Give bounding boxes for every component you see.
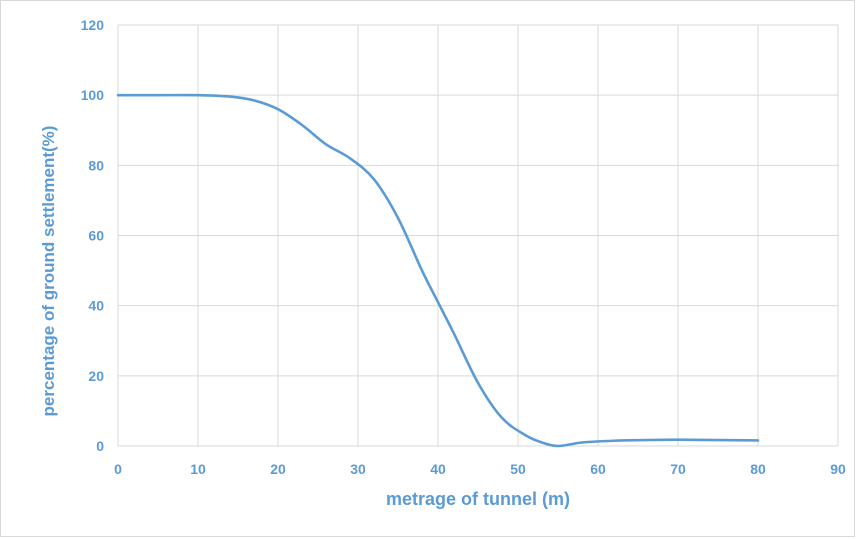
y-tick-label: 60 bbox=[88, 228, 104, 244]
y-tick-label: 80 bbox=[88, 157, 104, 173]
x-tick-label: 10 bbox=[190, 461, 206, 477]
x-tick-label: 80 bbox=[750, 461, 766, 477]
series-layer bbox=[116, 93, 760, 448]
y-tick-label: 0 bbox=[96, 438, 104, 454]
y-tick-label: 40 bbox=[88, 298, 104, 314]
x-tick-label: 70 bbox=[670, 461, 686, 477]
x-tick-label: 20 bbox=[270, 461, 286, 477]
settlement-line bbox=[116, 93, 760, 448]
x-tick-label: 0 bbox=[114, 461, 122, 477]
y-axis-title: percentage of ground settlement(%) bbox=[39, 126, 58, 417]
x-tick-label: 40 bbox=[430, 461, 446, 477]
y-tick-label: 120 bbox=[81, 17, 105, 33]
gridlines bbox=[117, 24, 839, 447]
x-tick-label: 60 bbox=[590, 461, 606, 477]
x-tick-label: 50 bbox=[510, 461, 526, 477]
x-axis-title: metrage of tunnel (m) bbox=[386, 489, 570, 509]
y-tick-label: 100 bbox=[81, 87, 105, 103]
y-tick-label: 20 bbox=[88, 368, 104, 384]
x-tick-label: 30 bbox=[350, 461, 366, 477]
tick-labels: 0 10 20 30 40 50 60 70 80 90 0 20 40 60 80 100 120 bbox=[81, 17, 846, 477]
x-tick-label: 90 bbox=[830, 461, 846, 477]
